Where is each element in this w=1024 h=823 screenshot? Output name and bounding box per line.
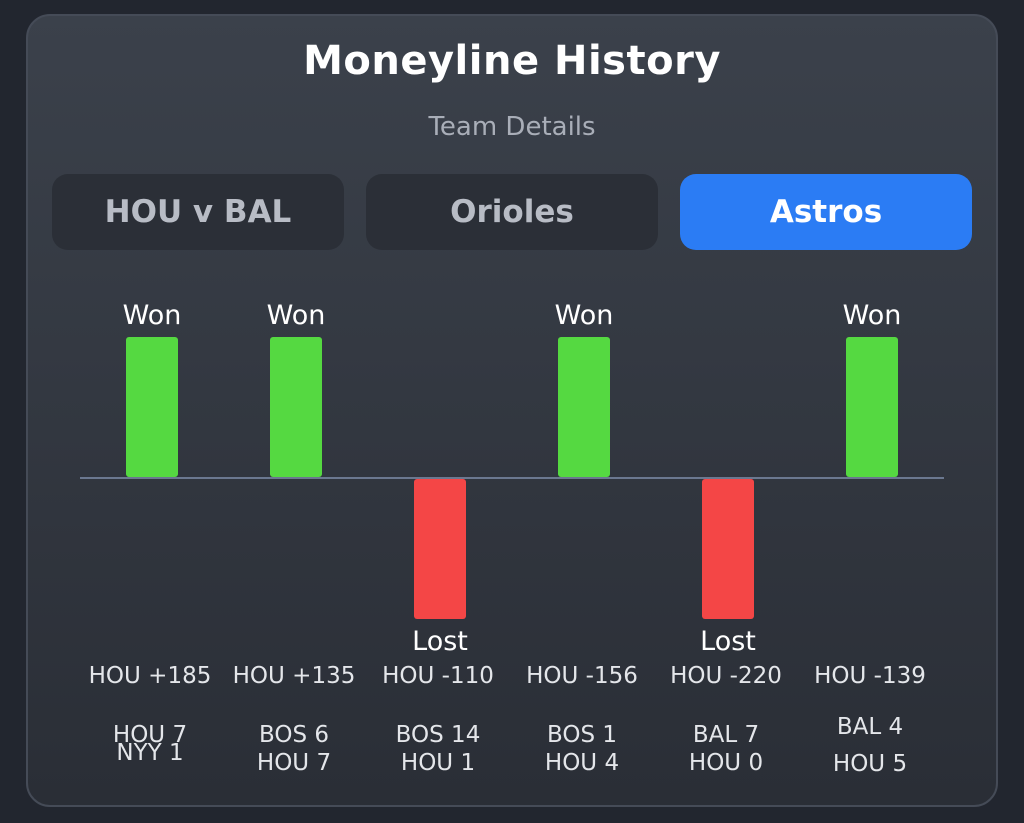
tab-matchup[interactable]: HOU v BAL [52,174,344,250]
moneyline-card [26,14,998,807]
result-label-3: Lost [412,626,468,657]
game-score-2: BOS 6 HOU 7 [222,722,366,778]
game-odds-2: HOU +135 [232,663,356,689]
score-bottom: HOU 0 [688,750,764,776]
score-bottom: HOU 1 [400,750,476,776]
score-bottom: HOU 7 [256,750,332,776]
result-bar-6 [846,337,898,477]
game-odds-3: HOU -110 [382,663,494,689]
game-score-1: HOU 7 NYY 1 [78,722,222,766]
result-label-4: Won [555,300,614,331]
game-score-6: BAL 4 HOU 5 [798,714,942,779]
score-top: BOS 1 [546,722,618,748]
score-top: BOS 14 [395,722,481,748]
result-label-1: Won [123,300,182,331]
score-bottom: NYY 1 [116,740,184,766]
game-score-3: BOS 14 HOU 1 [366,722,510,778]
page-title: Moneyline History [303,38,721,84]
tab-orioles[interactable]: Orioles [366,174,658,250]
score-top: BAL 4 [836,714,904,740]
score-bottom: HOU 5 [832,751,908,777]
score-bottom: HOU 4 [544,750,620,776]
game-score-4: BOS 1 HOU 4 [510,722,654,778]
game-odds-1: HOU +185 [88,663,212,689]
game-odds-6: HOU -139 [814,663,926,689]
result-bar-3 [414,479,466,619]
score-top: BOS 6 [258,722,330,748]
result-bar-5 [702,479,754,619]
result-label-2: Won [267,300,326,331]
tab-astros[interactable]: Astros [680,174,972,250]
result-bar-4 [558,337,610,477]
result-bar-2 [270,337,322,477]
score-top: HOU 7 [112,722,188,748]
result-label-5: Lost [700,626,756,657]
result-bar-1 [126,337,178,477]
game-odds-5: HOU -220 [670,663,782,689]
score-top: BAL 7 [692,722,760,748]
page-subtitle: Team Details [428,112,596,142]
result-label-6: Won [843,300,902,331]
game-odds-4: HOU -156 [526,663,638,689]
game-score-5: BAL 7 HOU 0 [654,722,798,778]
